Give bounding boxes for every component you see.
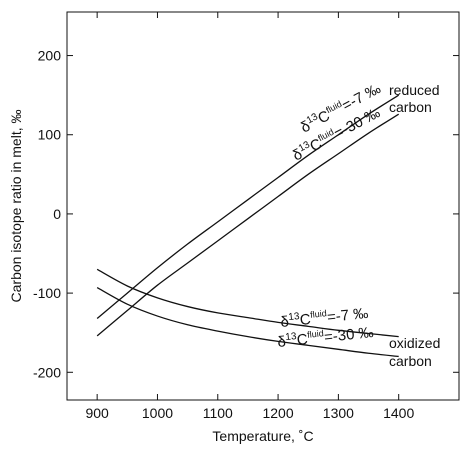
oxidized-carbon-label-line1: oxidized (389, 335, 440, 351)
y-tick-label--200: -200 (33, 364, 61, 380)
curve-label-3: δ13Cfluid=-30 ‰ (277, 323, 375, 351)
x-tick-label-1000: 1000 (142, 405, 173, 421)
y-tick-label--100: -100 (33, 285, 61, 301)
oxidized-carbon-label-line2: carbon (389, 353, 432, 369)
curve-labels: δ13Cfluid=-7 ‰δ13Cfluid=-30 ‰δ13Cfluid=-… (277, 80, 384, 351)
series-line-0 (96, 94, 400, 319)
curves (96, 94, 400, 358)
series-line-3 (96, 286, 399, 358)
reduced-carbon-label-line1: reduced (389, 82, 440, 98)
series-line-1 (96, 113, 400, 337)
reduced-carbon-label-line2: carbon (389, 99, 432, 115)
x-tick-label-1300: 1300 (323, 405, 354, 421)
y-tick-label-0: 0 (53, 206, 61, 222)
tick-labels: 900 1000 1100 1200 1300 1400 -200 -100 0 100 200 (33, 48, 415, 421)
x-tick-label-1100: 1100 (203, 405, 233, 421)
x-tick-label-1200: 1200 (262, 405, 293, 421)
series-line-2 (96, 268, 399, 338)
axis-ticks (67, 12, 459, 400)
plot-frame (66, 11, 460, 401)
x-axis-title: Temperature, ˚C (212, 428, 313, 444)
y-tick-label-200: 200 (38, 48, 62, 64)
x-tick-label-1400: 1400 (383, 405, 414, 421)
x-tick-label-900: 900 (85, 405, 109, 421)
y-tick-label-100: 100 (38, 127, 62, 143)
y-axis-title: Carbon isotope ratio in melt, ‰ (8, 110, 24, 303)
curve-label-2: δ13Cfluid=-7 ‰ (280, 304, 370, 331)
